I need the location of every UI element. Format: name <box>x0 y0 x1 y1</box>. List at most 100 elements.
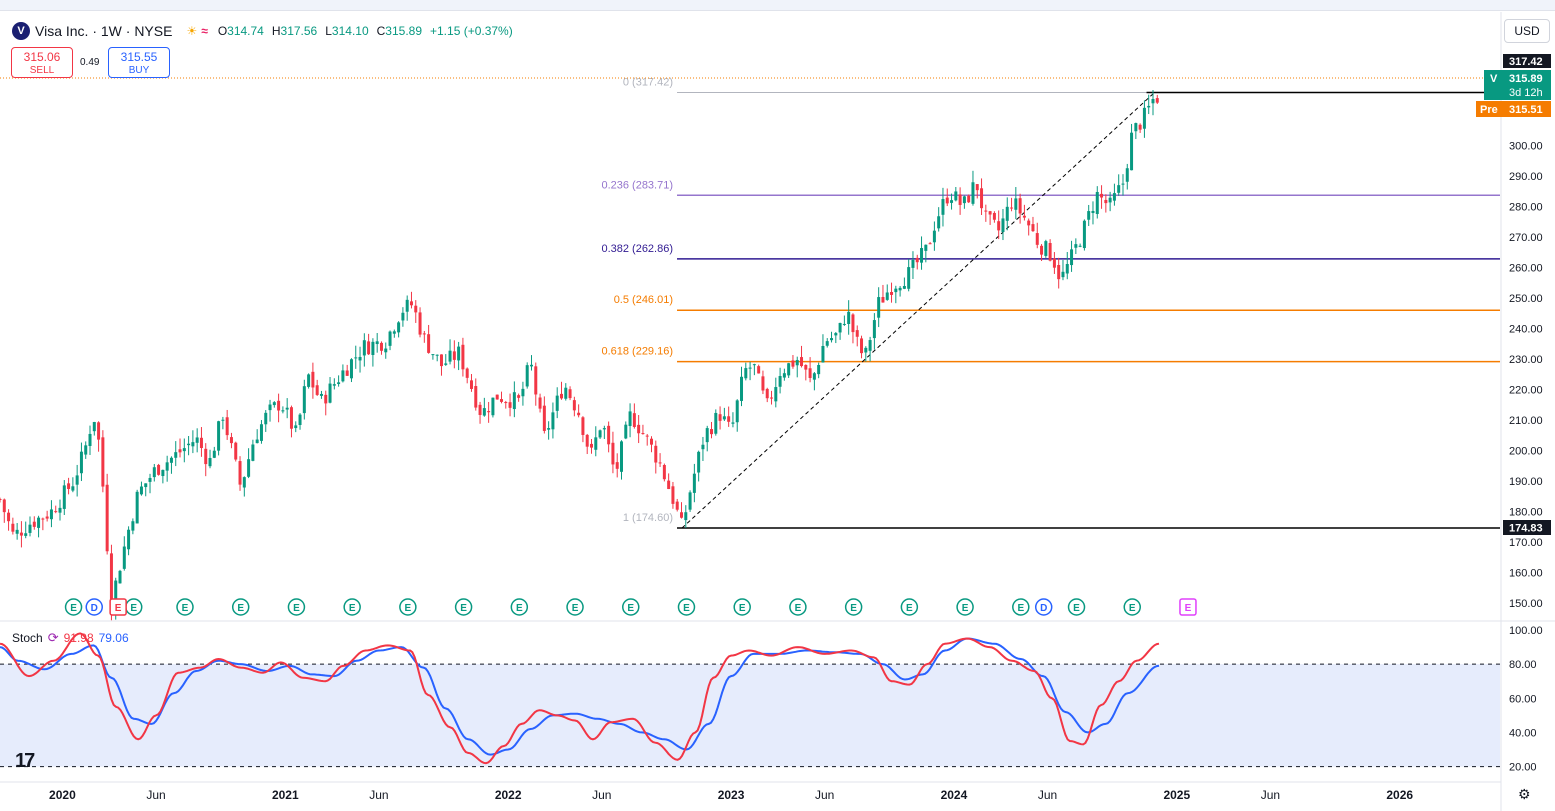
sell-button[interactable]: 315.06 SELL <box>11 47 73 78</box>
candle-body <box>118 570 122 584</box>
candle-body <box>881 297 885 303</box>
candle-body <box>1061 271 1065 278</box>
candle-body <box>941 199 945 215</box>
candle-body <box>152 467 156 478</box>
candle-body <box>997 221 1001 231</box>
price-tick-label: 290.00 <box>1509 171 1543 183</box>
candle-body <box>547 428 551 430</box>
candle-body <box>559 393 563 399</box>
candle-body <box>521 388 525 397</box>
candle-body <box>658 462 662 464</box>
candle-body <box>782 373 786 378</box>
candle-body <box>585 434 589 447</box>
candle-body <box>581 417 585 435</box>
header-status-icons: ☀ ≈ <box>186 24 207 38</box>
candle-body <box>54 511 58 513</box>
candle-body <box>890 292 894 295</box>
low-value: 314.10 <box>331 24 369 38</box>
candle-body <box>534 366 538 395</box>
candle-body <box>345 370 349 376</box>
stoch-tick-label: 40.00 <box>1509 727 1537 739</box>
candle-body <box>830 338 834 341</box>
candle-body <box>1108 197 1112 203</box>
time-tick-label: Jun <box>1038 788 1057 802</box>
candle-body <box>748 367 752 369</box>
candle-body <box>1087 211 1091 220</box>
candle-body <box>474 386 478 408</box>
candle-body <box>1125 168 1129 182</box>
candle-body <box>945 197 949 204</box>
earnings-icon <box>1067 598 1086 616</box>
candle-body <box>487 411 491 413</box>
gear-icon[interactable]: ⚙ <box>1518 786 1531 802</box>
earnings-letter: E <box>1017 603 1024 614</box>
price-tick-label: 300.00 <box>1509 141 1543 153</box>
earnings-letter: E <box>795 603 802 614</box>
candle-body <box>97 422 101 440</box>
fib-trend-line <box>681 92 1155 529</box>
stoch-k-value: 91.98 <box>63 631 94 645</box>
candle-body <box>315 385 319 395</box>
last-price-badge-bg <box>1484 70 1551 100</box>
earnings-letter: E <box>405 603 412 614</box>
pre-price-badge-bg <box>1476 101 1551 117</box>
stoch-name: Stoch <box>12 631 43 645</box>
candle-body <box>259 424 263 441</box>
currency-selector[interactable]: USD <box>1504 19 1550 43</box>
candle-body <box>654 445 658 463</box>
candle-body <box>757 366 761 374</box>
candle-body <box>24 533 28 536</box>
earnings-icon <box>733 598 751 616</box>
candle-body <box>324 394 328 404</box>
candle-body <box>251 444 255 461</box>
candle-body <box>568 389 572 399</box>
candle-body <box>88 433 92 446</box>
earnings-letter: E <box>293 603 300 614</box>
candle-body <box>131 521 135 531</box>
candle-body <box>821 346 825 363</box>
candle-body <box>727 416 731 422</box>
candle-body <box>855 330 859 337</box>
symbol-title[interactable]: Visa Inc. · 1W · NYSE <box>35 23 173 39</box>
waves-icon: ≈ <box>201 24 208 38</box>
earnings-icon <box>176 598 194 616</box>
candle-body <box>907 267 911 289</box>
candle-body <box>1014 198 1018 210</box>
candle-body <box>255 439 259 444</box>
last-price-label: 315.89 <box>1509 73 1543 85</box>
candle-body <box>551 412 555 430</box>
candle-body <box>542 405 546 431</box>
candle-body <box>898 287 902 291</box>
candle-body <box>714 412 718 434</box>
future-earnings-icon <box>1179 598 1197 616</box>
candle-body <box>1134 123 1138 132</box>
candle-body <box>298 414 302 425</box>
buy-button[interactable]: 315.55 BUY <box>108 47 170 78</box>
stoch-band <box>0 664 1500 767</box>
candle-body <box>178 449 182 453</box>
candle-body <box>572 400 576 411</box>
sun-cloud-icon: ☀ <box>186 24 198 38</box>
time-tick-label: 2020 <box>49 788 76 802</box>
candle-body <box>1005 206 1009 221</box>
candle-body <box>439 354 443 367</box>
earnings-letter: E <box>1129 603 1136 614</box>
fib-level-label: 1 (174.60) <box>623 512 673 524</box>
candle-body <box>139 486 143 495</box>
candle-body <box>538 397 542 409</box>
time-tick-label: 2023 <box>718 788 745 802</box>
candle-body <box>495 394 499 400</box>
candle-body <box>19 532 23 536</box>
pre-label: Pre <box>1480 104 1498 116</box>
candle-body <box>1100 193 1104 198</box>
candle-body <box>701 444 705 450</box>
earnings-letter: E <box>962 603 969 614</box>
sell-label: SELL <box>29 65 55 76</box>
candle-body <box>877 297 881 318</box>
earnings-letter: E <box>460 603 467 614</box>
candle-body <box>851 314 855 333</box>
stoch-legend[interactable]: Stoch ⟳ 91.98 79.06 <box>12 630 129 646</box>
fib-level-label: 0.5 (246.01) <box>614 294 673 306</box>
candle-body <box>1070 249 1074 266</box>
